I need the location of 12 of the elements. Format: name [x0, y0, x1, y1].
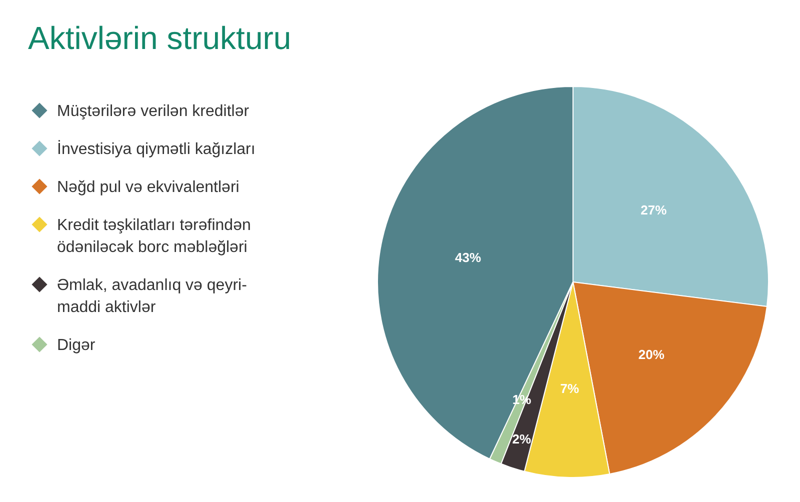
legend-label: Kredit təşkilatları tərəfindən ödəniləcək borc məbləğləri [57, 216, 252, 258]
data-label: 7% [560, 381, 580, 396]
legend-label: Digər [57, 336, 96, 356]
data-label: 20% [638, 347, 665, 362]
data-label: 27% [640, 202, 668, 218]
chart-title: Aktivlərin strukturu [28, 20, 292, 57]
data-label: 2% [512, 432, 532, 447]
legend-label: Nəğd pul və ekvivalentləri [57, 178, 240, 198]
legend-label: Müştərilərə verilən kreditlər [57, 102, 250, 122]
data-label: 43% [455, 250, 482, 266]
legend-label: Əmlak, avadanlıq və qeyri-maddi aktivlər [57, 276, 248, 318]
legend-label: İnvestisiya qiymətli kağızları [57, 139, 256, 160]
